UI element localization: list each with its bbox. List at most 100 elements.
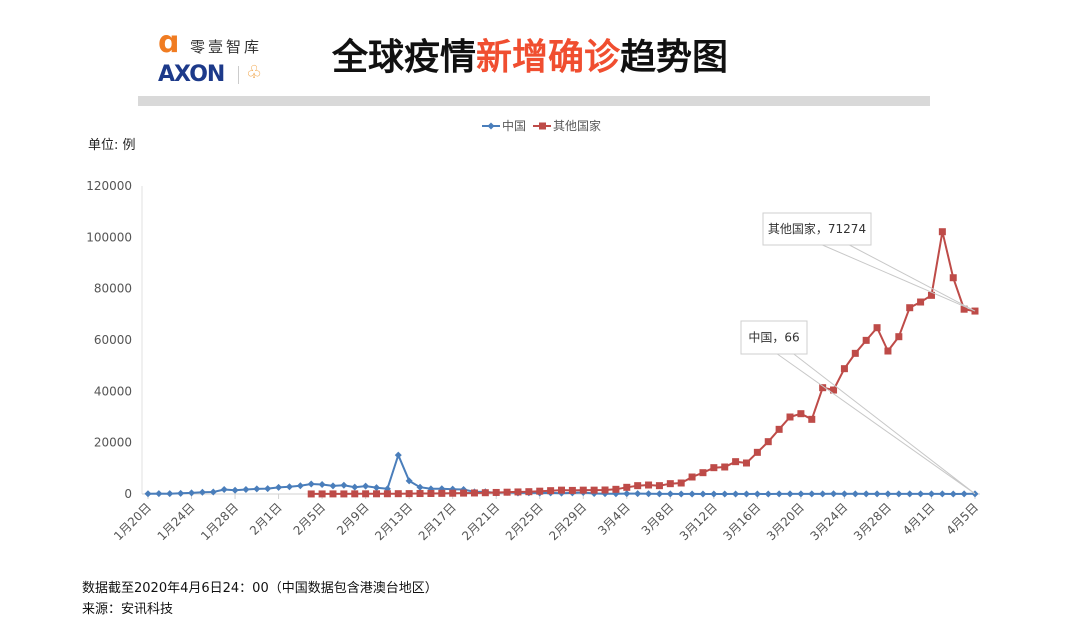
- data-point: [710, 464, 718, 472]
- data-point: [819, 490, 827, 498]
- logo-divider: [238, 66, 239, 84]
- x-tick-label: 3月4日: [595, 500, 633, 538]
- data-point: [590, 486, 598, 494]
- data-point: [873, 324, 881, 332]
- x-tick-label: 3月16日: [720, 500, 763, 543]
- data-point: [416, 483, 424, 491]
- data-point: [655, 482, 663, 490]
- data-point: [362, 490, 370, 498]
- y-tick-label: 0: [124, 487, 132, 501]
- data-point: [851, 349, 859, 357]
- data-point: [938, 490, 946, 498]
- x-tick-label: 4月5日: [943, 500, 981, 538]
- data-point: [285, 483, 293, 491]
- data-point: [775, 425, 783, 433]
- data-point: [340, 490, 348, 498]
- data-point: [558, 486, 565, 494]
- data-point: [960, 305, 968, 313]
- data-point: [166, 490, 174, 498]
- data-point: [394, 490, 402, 498]
- x-tick-label: 2月17日: [416, 500, 459, 543]
- data-point: [830, 490, 838, 498]
- data-point: [373, 484, 381, 492]
- data-point: [351, 490, 359, 498]
- data-point: [732, 458, 740, 466]
- data-point: [797, 490, 805, 498]
- x-tick-label: 1月20日: [111, 500, 154, 543]
- data-point: [786, 490, 794, 498]
- data-point: [481, 489, 489, 497]
- data-point: [862, 490, 870, 498]
- x-tick-label: 3月24日: [807, 500, 850, 543]
- data-point: [786, 413, 794, 421]
- data-point: [405, 477, 413, 485]
- data-point: [460, 489, 468, 497]
- callout-label: 中国，66: [748, 330, 799, 345]
- data-point: [808, 490, 816, 498]
- data-point: [188, 489, 196, 497]
- data-point: [775, 490, 783, 498]
- data-point: [917, 490, 925, 498]
- data-point: [721, 463, 729, 471]
- data-callout: 其他国家，71274: [762, 212, 976, 312]
- data-point: [438, 489, 446, 497]
- x-tick-label: 2月13日: [372, 500, 415, 543]
- unit-label: 单位: 例: [88, 138, 136, 153]
- x-tick-label: 3月28日: [851, 500, 894, 543]
- x-tick-label: 2月9日: [334, 500, 372, 538]
- callout-leader: [777, 353, 976, 495]
- data-point: [688, 490, 696, 498]
- data-point: [296, 482, 304, 490]
- y-tick-label: 40000: [94, 384, 132, 398]
- data-point: [612, 485, 620, 493]
- data-point: [568, 486, 576, 494]
- data-point: [231, 486, 239, 494]
- data-point: [329, 482, 337, 490]
- data-point: [808, 415, 816, 423]
- data-point: [645, 481, 653, 489]
- data-point: [155, 490, 163, 498]
- footer-note: 数据截至2020年4月6日24：00（中国数据包含港澳台地区）: [82, 581, 438, 596]
- data-point: [536, 487, 544, 495]
- data-point: [242, 486, 250, 494]
- data-point: [666, 490, 674, 498]
- data-point: [840, 365, 848, 373]
- data-point: [275, 483, 283, 491]
- logo-cn: 零壹智库: [190, 38, 263, 56]
- data-point: [862, 336, 870, 344]
- data-point: [851, 490, 859, 498]
- data-point: [830, 386, 838, 394]
- data-point: [732, 490, 740, 498]
- y-tick-label: 120000: [86, 179, 132, 193]
- x-tick-label: 2月29日: [546, 500, 589, 543]
- x-tick-label: 2月25日: [503, 500, 546, 543]
- data-point: [764, 490, 772, 498]
- data-point: [927, 490, 935, 498]
- y-tick-label: 100000: [86, 230, 132, 244]
- data-point: [634, 490, 642, 498]
- x-tick-label: 2月21日: [459, 500, 502, 543]
- data-point: [699, 469, 707, 477]
- data-point: [895, 333, 903, 341]
- callout-box: [740, 320, 808, 355]
- data-point: [394, 451, 402, 459]
- data-point: [960, 490, 968, 498]
- data-point: [797, 410, 805, 418]
- series-line: [311, 231, 976, 495]
- data-point: [579, 486, 587, 494]
- legend-label: 其他国家: [553, 118, 601, 133]
- data-point: [623, 490, 631, 498]
- legend-label: 中国: [502, 118, 526, 133]
- data-point: [677, 479, 685, 487]
- data-point: [938, 228, 946, 236]
- data-point: [884, 490, 892, 498]
- data-point: [427, 489, 435, 497]
- legend-marker: [539, 122, 546, 130]
- y-tick-label: 80000: [94, 282, 132, 296]
- data-point: [503, 488, 511, 496]
- data-point: [927, 291, 935, 299]
- header-divider-bar: [138, 96, 930, 106]
- title-part2: 趋势图: [620, 37, 729, 78]
- data-point: [307, 490, 315, 498]
- data-point: [547, 487, 555, 495]
